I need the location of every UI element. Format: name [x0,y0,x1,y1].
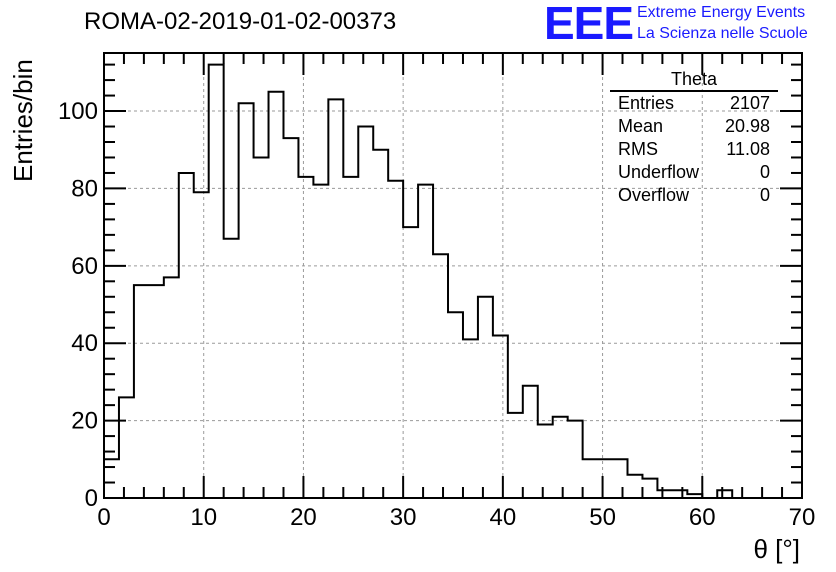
stats-row-underflow: Underflow 0 [610,161,778,184]
stats-row-overflow: Overflow 0 [610,184,778,207]
grid-lines [104,53,802,498]
stats-row-entries: Entries 2107 [610,92,778,115]
y-tick-label: 20 [71,408,98,435]
stats-box: Theta Entries 2107 Mean 20.98 RMS 11.08 … [610,68,778,207]
x-tick-label: 0 [97,504,110,531]
y-tick-label: 60 [71,253,98,280]
stats-value: 2107 [729,93,770,113]
stats-value: 0 [759,162,770,182]
x-tick-label: 20 [290,504,317,531]
y-axis-label: Entries/bin [8,59,38,182]
stats-label: Underflow [618,162,700,182]
x-tick-label: 40 [490,504,517,531]
x-tick-label: 50 [589,504,616,531]
y-tick-label: 100 [58,98,98,125]
stats-value: 20.98 [724,116,770,136]
stats-title: Theta [610,68,778,92]
y-tick-label: 40 [71,330,98,357]
eee-logo: EEE [544,0,634,49]
stats-label: Overflow [618,185,690,205]
x-axis-label: θ [°] [753,534,800,564]
x-tick-label: 60 [689,504,716,531]
logo-line-2: La Scienza nelle Scuole [637,25,808,42]
axis-ticks [103,53,803,499]
stats-label: Mean [618,116,664,136]
stats-row-rms: RMS 11.08 [610,138,778,161]
x-tick-label: 30 [390,504,417,531]
page-title: ROMA-02-2019-01-02-00373 [84,8,397,35]
plot-frame [103,52,803,499]
stats-label: Entries [618,93,675,113]
histogram-step-line [103,63,748,499]
y-tick-label: 0 [85,485,98,512]
axis-tick-labels: 0 10 20 30 40 50 60 70 0 20 40 60 80 100 [58,98,815,531]
logo-line-1: Extreme Energy Events [637,4,806,21]
x-tick-label: 10 [190,504,217,531]
stats-value: 0 [759,185,770,205]
x-tick-label: 70 [789,504,816,531]
stats-label: RMS [618,139,658,159]
y-tick-label: 80 [71,175,98,202]
stats-row-mean: Mean 20.98 [610,115,778,138]
stats-value: 11.08 [726,139,770,159]
